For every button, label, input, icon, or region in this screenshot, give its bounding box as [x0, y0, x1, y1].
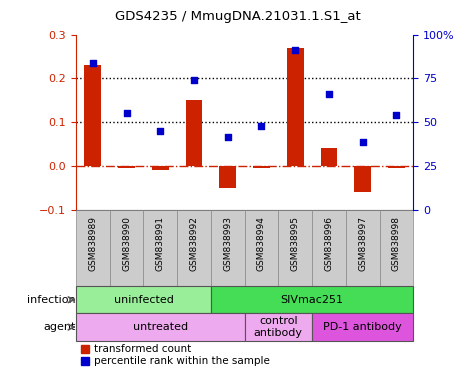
Bar — [152, 166, 169, 170]
Text: GSM838997: GSM838997 — [358, 216, 367, 271]
Text: GSM838994: GSM838994 — [257, 216, 266, 271]
Bar — [354, 166, 371, 192]
Bar — [118, 166, 135, 168]
Text: GSM838998: GSM838998 — [392, 216, 401, 271]
Bar — [211, 210, 245, 286]
Text: PD-1 antibody: PD-1 antibody — [323, 322, 402, 332]
Bar — [287, 48, 304, 166]
Bar — [143, 210, 177, 286]
Text: GSM838993: GSM838993 — [223, 216, 232, 271]
Point — [224, 134, 232, 141]
Bar — [312, 210, 346, 286]
Text: GSM838996: GSM838996 — [324, 216, 333, 271]
Point — [190, 78, 198, 84]
Point — [89, 60, 97, 66]
Point — [257, 123, 265, 129]
Text: GSM838995: GSM838995 — [291, 216, 300, 271]
Bar — [388, 166, 405, 168]
Text: GSM838992: GSM838992 — [190, 216, 199, 271]
Bar — [211, 286, 413, 313]
Point — [393, 113, 400, 119]
Bar — [76, 210, 110, 286]
Point — [292, 47, 299, 53]
Bar — [76, 286, 211, 313]
Text: control
antibody: control antibody — [254, 316, 303, 338]
Bar — [321, 148, 337, 166]
Bar — [76, 313, 245, 341]
Bar — [110, 210, 143, 286]
Text: GSM838990: GSM838990 — [122, 216, 131, 271]
Bar — [253, 166, 270, 168]
Bar — [219, 166, 236, 188]
Bar — [312, 313, 413, 341]
Bar — [380, 210, 413, 286]
Text: SIVmac251: SIVmac251 — [281, 295, 343, 305]
Point — [325, 91, 332, 97]
Legend: transformed count, percentile rank within the sample: transformed count, percentile rank withi… — [81, 344, 270, 366]
Point — [123, 110, 130, 116]
Text: infection: infection — [27, 295, 76, 305]
Point — [359, 139, 367, 145]
Bar — [186, 100, 202, 166]
Bar — [177, 210, 211, 286]
Text: uninfected: uninfected — [114, 295, 173, 305]
Bar — [245, 313, 312, 341]
Text: GSM838989: GSM838989 — [88, 216, 97, 271]
Text: GSM838991: GSM838991 — [156, 216, 165, 271]
Point — [156, 128, 164, 134]
Text: agent: agent — [43, 322, 76, 332]
Text: untreated: untreated — [133, 322, 188, 332]
Bar — [346, 210, 380, 286]
Text: GDS4235 / MmugDNA.21031.1.S1_at: GDS4235 / MmugDNA.21031.1.S1_at — [114, 10, 361, 23]
Bar — [278, 210, 312, 286]
Bar — [85, 65, 101, 166]
Bar — [245, 210, 278, 286]
